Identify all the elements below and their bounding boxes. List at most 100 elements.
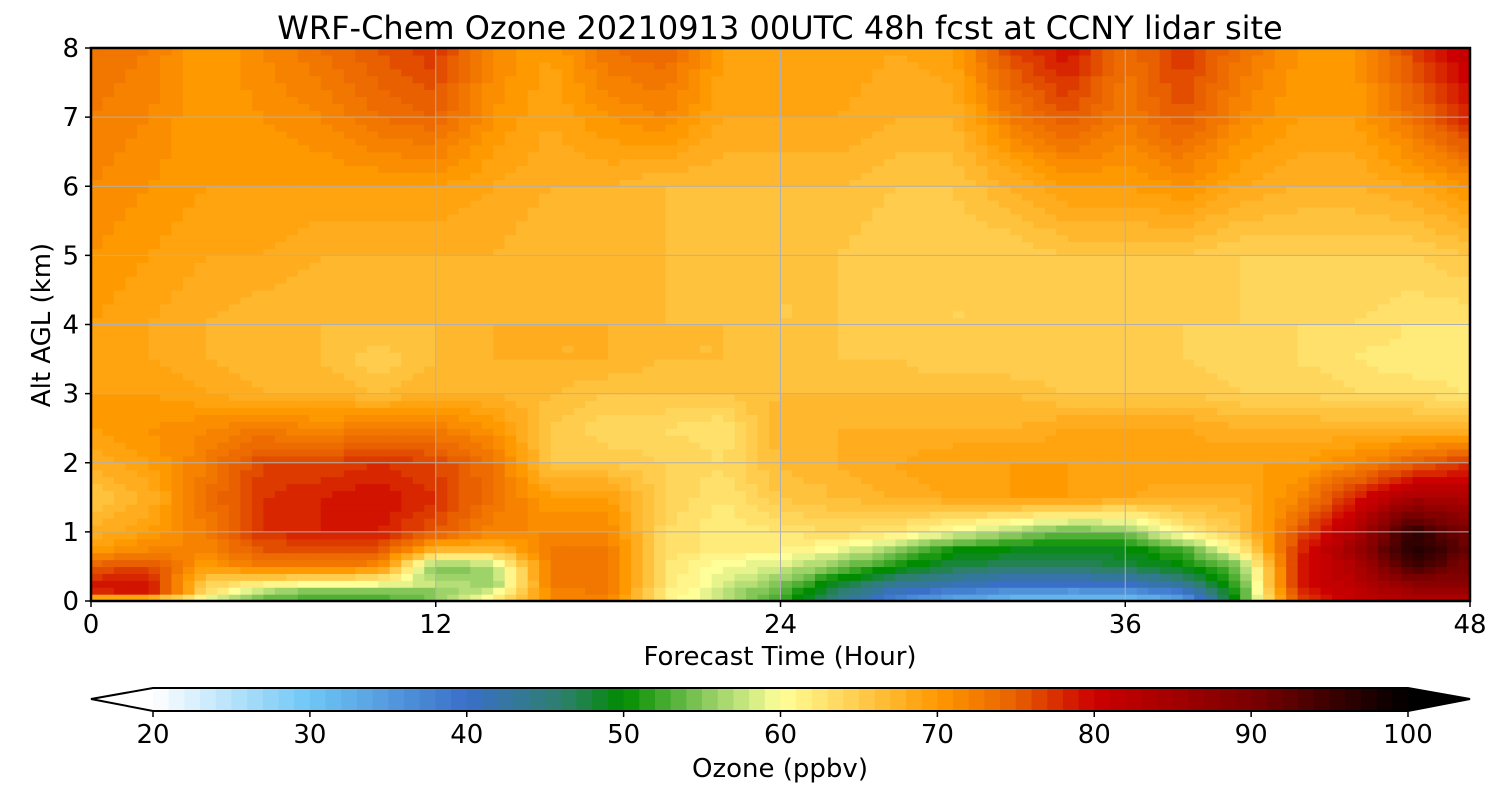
heatmap-cell <box>332 227 345 236</box>
heatmap-cell <box>286 407 299 415</box>
heatmap-cell <box>297 594 310 601</box>
heatmap-cell <box>585 414 598 422</box>
heatmap-cell <box>734 262 747 270</box>
heatmap-cell <box>780 234 793 243</box>
heatmap-cell <box>274 144 287 153</box>
heatmap-cell <box>700 365 713 374</box>
heatmap-cell <box>355 172 368 180</box>
heatmap-cell <box>263 324 276 333</box>
heatmap-cell <box>297 352 310 360</box>
heatmap-cell <box>435 379 448 388</box>
heatmap-cell <box>550 352 563 360</box>
heatmap-cell <box>378 179 391 187</box>
heatmap-cell <box>665 559 678 568</box>
heatmap-cell <box>217 82 230 91</box>
heatmap-cell <box>205 538 219 547</box>
heatmap-cell <box>677 227 690 236</box>
heatmap-cell <box>228 455 241 464</box>
heatmap-cell <box>355 234 368 243</box>
heatmap-cell <box>539 587 552 595</box>
heatmap-cell <box>585 144 598 153</box>
heatmap-cell <box>527 172 540 180</box>
heatmap-cell <box>205 524 219 533</box>
heatmap-cell <box>274 386 287 395</box>
heatmap-cell <box>458 435 471 443</box>
heatmap-cell <box>435 206 448 215</box>
heatmap-cell <box>596 220 609 229</box>
heatmap-cell <box>205 269 219 277</box>
heatmap-cell <box>251 103 264 111</box>
heatmap-cell <box>562 352 575 360</box>
heatmap-cell <box>309 407 322 415</box>
heatmap-cell <box>125 54 138 63</box>
heatmap-cell <box>746 269 759 277</box>
heatmap-cell <box>516 386 529 395</box>
heatmap-cell <box>585 75 598 84</box>
heatmap-cell <box>240 234 253 243</box>
heatmap-cell <box>757 483 770 491</box>
heatmap-cell <box>366 324 379 333</box>
heatmap-cell <box>516 338 529 346</box>
heatmap-cell <box>665 213 678 222</box>
heatmap-cell <box>596 324 609 333</box>
heatmap-cell <box>516 193 529 201</box>
heatmap-cell <box>711 359 724 367</box>
heatmap-cell <box>412 310 425 319</box>
heatmap-cell <box>355 248 368 256</box>
heatmap-cell <box>481 524 494 533</box>
heatmap-cell <box>470 303 483 312</box>
heatmap-cell <box>769 220 782 229</box>
heatmap-cell <box>780 96 793 104</box>
heatmap-cell <box>320 483 333 491</box>
heatmap-cell <box>355 179 368 187</box>
heatmap-cell <box>355 338 368 346</box>
heatmap-cell <box>194 372 207 381</box>
heatmap-cell <box>723 386 736 395</box>
heatmap-cell <box>780 483 793 491</box>
heatmap-cell <box>769 462 782 471</box>
heatmap-cell <box>677 165 690 174</box>
heatmap-cell <box>619 227 632 236</box>
heatmap-cell <box>642 82 655 91</box>
heatmap-cell <box>286 435 299 443</box>
heatmap-cell <box>424 372 437 381</box>
heatmap-cell <box>700 497 713 505</box>
heatmap-cell <box>458 276 471 284</box>
heatmap-cell <box>642 110 655 118</box>
heatmap-cell <box>102 117 115 125</box>
heatmap-cell <box>746 435 759 443</box>
heatmap-cell <box>700 96 713 104</box>
heatmap-cell <box>654 310 667 319</box>
heatmap-cell <box>642 442 655 450</box>
heatmap-cell <box>424 137 437 146</box>
heatmap-cell <box>171 365 184 374</box>
heatmap-cell <box>263 48 276 56</box>
heatmap-cell <box>493 220 506 229</box>
heatmap-cell <box>723 490 736 498</box>
heatmap-cell <box>723 276 736 284</box>
heatmap-cell <box>734 393 747 402</box>
heatmap-cell <box>194 110 207 118</box>
heatmap-cell <box>642 386 655 395</box>
heatmap-cell <box>654 186 667 194</box>
heatmap-cell <box>447 448 460 457</box>
heatmap-cell <box>573 48 586 56</box>
heatmap-cell <box>424 193 437 201</box>
heatmap-cell <box>504 469 517 478</box>
heatmap-cell <box>527 144 540 153</box>
heatmap-cell <box>194 172 207 180</box>
heatmap-cell <box>746 566 759 574</box>
heatmap-cell <box>332 89 345 97</box>
heatmap-cell <box>780 490 793 498</box>
heatmap-cell <box>665 338 678 346</box>
heatmap-cell <box>171 82 184 91</box>
heatmap-cell <box>274 359 287 367</box>
heatmap-cell <box>631 511 644 519</box>
heatmap-cell <box>102 48 115 56</box>
heatmap-cell <box>332 117 345 125</box>
heatmap-cell <box>424 144 437 153</box>
heatmap-cell <box>286 497 299 505</box>
heatmap-cell <box>228 200 241 208</box>
heatmap-cell <box>159 559 173 568</box>
heatmap-cell <box>274 594 287 601</box>
